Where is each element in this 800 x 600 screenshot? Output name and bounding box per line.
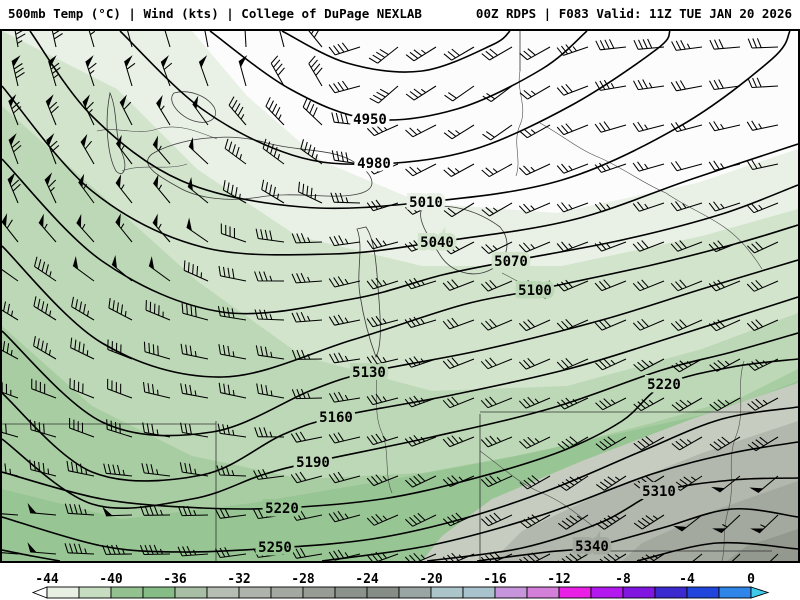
contour-line [29,31,791,210]
contour-line [2,224,798,378]
colorbar-segment [718,586,752,599]
contour-line [2,332,798,509]
contour-label: 5040 [420,235,454,251]
contour-line [2,158,798,315]
contour-line [321,441,798,561]
lake-outline [106,91,126,174]
colorbar-segment [366,586,400,599]
contour-label: 4950 [353,112,387,128]
river [721,360,745,561]
title-bar: 500mb Temp (°C) | Wind (kts) | College o… [0,0,800,29]
map-border [0,29,800,563]
contour-label: 5250 [258,540,292,556]
colorbar-arrow-left [31,586,48,599]
colorbar-tick-label: -36 [163,572,187,587]
colorbar-segment [494,586,528,599]
contour-line [2,85,798,256]
contour-label: 5220 [265,501,299,517]
contour-label: 5010 [409,195,443,211]
colorbar-segment [334,586,368,599]
colorbar-arrow-right [750,586,770,599]
lake-outline [171,91,216,123]
river [373,362,393,494]
height-contours [2,31,798,561]
colorbar-tick-label: 0 [747,572,755,587]
shoreline [501,272,547,300]
colorbar-segments [31,586,770,599]
colorbar-segment [270,586,304,599]
colorbar-segment [110,586,144,599]
contour-label: 5310 [642,484,676,500]
colorbar-segment [206,586,240,599]
colorbar-tick-label: -16 [483,572,507,587]
contour-label: 5220 [647,377,681,393]
colorbar-tick-label: -8 [615,572,631,587]
contour-label: 5340 [575,539,609,555]
contour-line [119,31,671,166]
colorbar-segment [398,586,432,599]
contour-line [2,259,798,437]
colorbar-tick-label: -32 [227,572,250,587]
colorbar-segment [46,586,80,599]
colorbar-segment [462,586,496,599]
colorbar-segment [174,586,208,599]
colorbar-tick-label: -12 [547,572,570,587]
river [515,70,524,177]
colorbar-segment [590,586,624,599]
map-content: 4950 4980 5010 5040 5070 5100 5130 5160 5190 5220… [2,31,798,561]
temperature-shading [2,31,798,561]
river [539,122,667,194]
contour-label: 5130 [352,365,386,381]
wind-barbs [2,31,779,561]
contour-label: 5160 [319,410,353,426]
contour-line [2,406,798,553]
contour-label: 4980 [357,156,391,172]
contour-line [209,31,588,121]
colorbar-tick-label: -20 [419,572,443,587]
colorbar-segment [142,586,176,599]
product-title: 500mb Temp (°C) | Wind (kts) | College o… [8,6,422,21]
colorbar-segment [78,586,112,599]
colorbar-tick-label: -44 [35,572,59,587]
colorbar-segment [686,586,720,599]
contour-line [281,31,511,73]
colorbar-segment [526,586,560,599]
contour-line [2,358,798,510]
temperature-legend: -44 -40 -36 -32 -28 -24 -20 -16 -12 -8 -4 0 [0,568,800,600]
river [665,192,763,270]
colorbar-segment [302,586,336,599]
colorbar-tick-label: -40 [99,572,123,587]
colorbar-segment [558,586,592,599]
colorbar-tick-labels: -44 -40 -36 -32 -28 -24 -20 -16 -12 -8 -4 0 [35,572,755,587]
contour-line [2,549,61,561]
contour-label: 5100 [518,283,552,299]
contour-label: 5190 [296,455,330,471]
colorbar-segment [238,586,272,599]
weather-map: 4950 4980 5010 5040 5070 5100 5130 5160 5190 5220… [0,29,800,563]
contour-line [476,507,798,561]
temperature-colorbar: -44 -40 -36 -32 -28 -24 -20 -16 -12 -8 -4 0 [31,572,770,599]
colorbar-segment [430,586,464,599]
colorbar-tick-label: -4 [679,572,695,587]
colorbar-tick-label: -28 [291,572,315,587]
colorbar-tick-label: -24 [355,572,379,587]
colorbar-segment [622,586,656,599]
run-valid-time: 00Z RDPS | F083 Valid: 11Z TUE JAN 20 20… [475,6,792,21]
shoreline [96,126,218,140]
map-panel: 4950 4980 5010 5040 5070 5100 5130 5160 5190 5220… [0,29,800,563]
lake-outline [356,226,381,359]
contour-labels: 4950 4980 5010 5040 5070 5100 5130 5160 5190 5220… [255,109,685,560]
contour-label: 5070 [494,254,528,270]
colorbar-segment [654,586,688,599]
contour-line [2,296,798,482]
